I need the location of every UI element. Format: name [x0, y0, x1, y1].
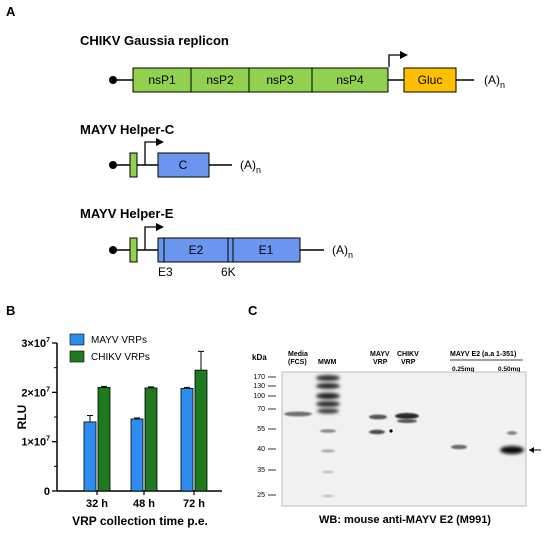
marker-70: 70 [257, 406, 265, 413]
label-6k: 6K [221, 265, 236, 279]
legend-label: MAYV VRPs [91, 335, 147, 346]
lane-label-025mg: 0.25mg [452, 366, 474, 373]
label-nsp3: nsP3 [266, 73, 294, 87]
marker-25: 25 [257, 492, 265, 499]
band-e2-025 [451, 444, 467, 450]
x-axis-label: VRP collection time p.e. [72, 514, 208, 528]
marker-55: 55 [257, 426, 265, 433]
lane-label-mayv-vrp: VRP [373, 359, 388, 366]
x-tick-label: 72 h [183, 498, 205, 510]
lane-label-mwm: MWM [318, 359, 336, 366]
marker-170: 170 [253, 374, 265, 381]
band-e2-050 [500, 446, 524, 454]
y-tick-label: 0 [44, 486, 50, 498]
lane-label-media: Media [288, 351, 308, 358]
blot-caption: WB: mouse anti-MAYV E2 (M991) [319, 514, 491, 526]
segment-nsp3 [248, 67, 313, 93]
segment-nsp-remnant [129, 152, 138, 178]
promoter-arrow [388, 54, 402, 67]
lane-label-e2-header: MAYV E2 (a.a 1-351) [450, 351, 516, 358]
bar [83, 421, 97, 492]
construct-title-replicon: CHIKV Gaussia replicon [80, 33, 229, 48]
panel-c-letter: C [248, 303, 258, 318]
label-e1: E1 [259, 243, 274, 257]
marker-100: 100 [253, 393, 265, 400]
label-c: C [179, 158, 188, 172]
promoter-arrow [144, 141, 158, 165]
helper-c-diagram: C (A)n [109, 138, 261, 178]
promoter-arrow [144, 226, 158, 250]
construct-title-helper-c: MAYV Helper-C [80, 122, 175, 137]
label-nsp2: nsP2 [206, 73, 234, 87]
blot-bands [284, 375, 524, 498]
cap-dot [109, 161, 117, 169]
bar [144, 387, 158, 492]
marker-scale: 170 130 100 70 55 40 35 25 [253, 374, 276, 499]
y-tick-label: 1×107 [21, 436, 50, 449]
panel-b-letter: B [6, 303, 15, 318]
segment-e-cassette [157, 237, 301, 263]
bar [97, 386, 111, 492]
polya-label-3: (A)n [332, 243, 353, 260]
legend-swatch [69, 333, 85, 346]
segment-nsp-remnant [129, 237, 138, 263]
band-mayv-upper [369, 414, 387, 420]
cap-dot [109, 76, 117, 84]
polya-label-1: (A)n [484, 73, 505, 90]
band-mwm-170 [316, 375, 340, 381]
band-media [284, 411, 312, 417]
panel-a-letter: A [6, 4, 16, 19]
marker-130: 130 [253, 383, 265, 390]
lane-label-050mg: 0.50mg [498, 366, 520, 373]
polya-label-2: (A)n [240, 158, 261, 175]
label-e2: E2 [189, 243, 204, 257]
segment-nsp2 [190, 67, 250, 93]
band-arrow-icon [529, 447, 541, 453]
x-tick-label: 32 h [86, 498, 108, 510]
helper-e-diagram: E2 E1 E3 6K (A)n [109, 223, 353, 279]
blot-membrane [281, 371, 527, 507]
legend-swatch [69, 350, 85, 363]
kda-label: kDa [252, 353, 267, 362]
lane-label-chikv-vrp: VRP [401, 359, 416, 366]
marker-40: 40 [257, 446, 265, 453]
band-marker-dot [389, 429, 393, 433]
label-e3: E3 [158, 265, 173, 279]
label-nsp1: nsP1 [148, 73, 176, 87]
y-tick-label: 3×107 [21, 337, 50, 350]
band-chikv [395, 413, 419, 419]
replicon-diagram: nsP1 nsP2 nsP3 nsP4 Gluc (A)n [109, 51, 505, 93]
cap-dot [109, 246, 117, 254]
lane-label-fcs: (FCS) [288, 359, 307, 366]
label-gluc: Gluc [418, 73, 443, 87]
y-axis-label: RLU [15, 405, 29, 430]
bar [180, 387, 194, 492]
label-nsp4: nsP4 [336, 73, 364, 87]
lane-label-chikv: CHIKV [397, 351, 419, 358]
bar [130, 418, 144, 492]
x-tick-label: 48 h [133, 498, 155, 510]
bar-chart: 0 1×107 2×107 3×107 RLU 32 h 48 h 72 h VRP colle… [15, 333, 222, 528]
western-blot: kDa Media (FCS) MWM MAYV VRP CHIKV VRP M… [252, 351, 541, 526]
legend-label: CHIKV VRPs [91, 352, 150, 363]
band-mayv-lower [369, 429, 385, 435]
lane-label-mayv: MAYV [370, 351, 390, 358]
y-tick-label: 2×107 [21, 386, 50, 399]
construct-title-helper-e: MAYV Helper-E [80, 206, 174, 221]
bar [194, 369, 208, 492]
marker-35: 35 [257, 467, 265, 474]
